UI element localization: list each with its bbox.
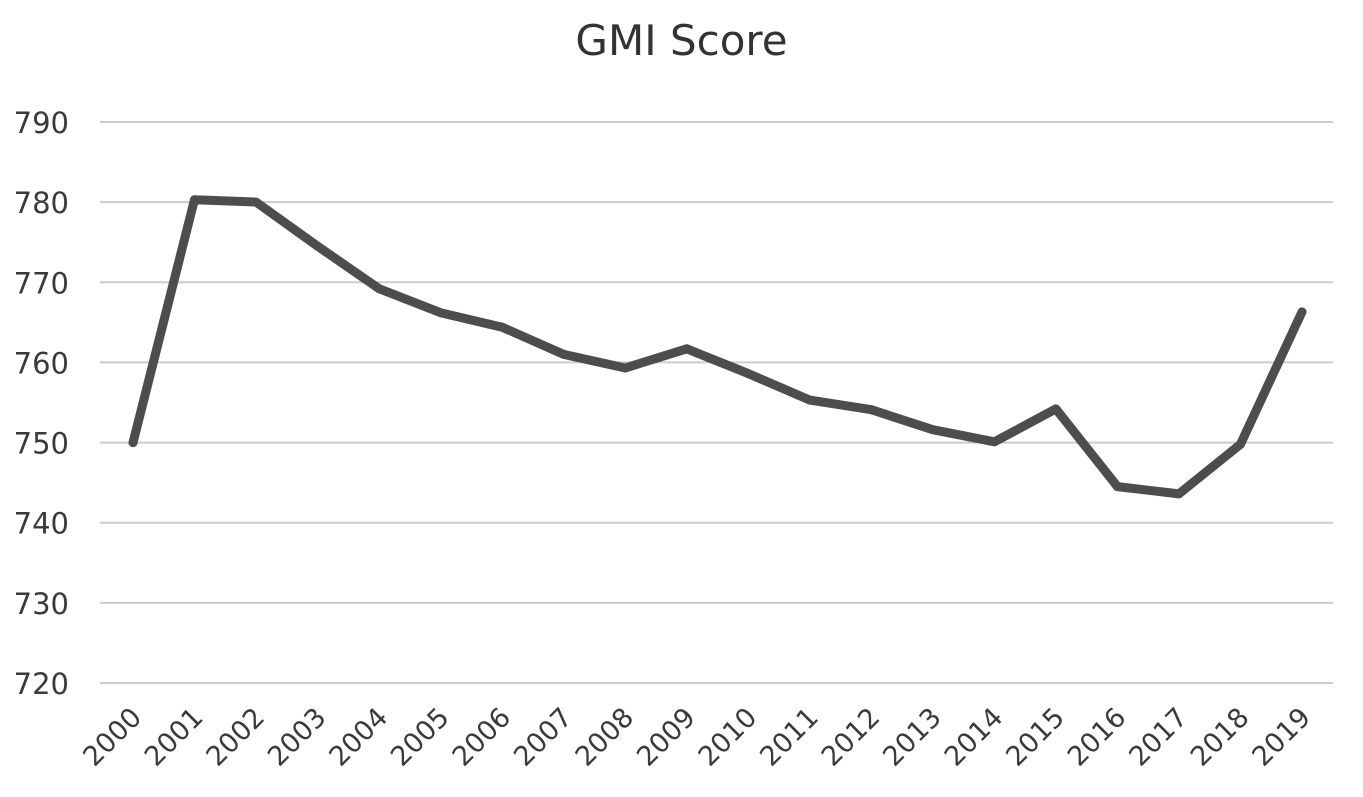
gridlines	[100, 121, 1333, 684]
x-tick-label: 2006	[447, 702, 518, 773]
y-tick-label: 760	[14, 346, 69, 380]
data-point	[128, 438, 138, 448]
x-tick-label: 2013	[877, 702, 948, 773]
data-point	[251, 197, 261, 207]
x-tick-label: 2007	[508, 702, 579, 773]
y-tick-label: 750	[14, 427, 69, 461]
data-point	[620, 363, 630, 373]
x-tick-label: 2012	[816, 702, 887, 773]
x-tick-label: 2010	[693, 702, 764, 773]
x-tick-label: 2018	[1185, 702, 1256, 773]
data-point	[928, 425, 938, 435]
chart-title: GMI Score	[575, 16, 788, 65]
data-point	[374, 284, 384, 294]
data-point	[1297, 307, 1307, 317]
y-tick-label: 790	[14, 106, 69, 140]
data-point	[190, 195, 200, 205]
x-tick-label: 2004	[324, 702, 395, 773]
x-axis-tick-labels: 2000200120022003200420052006200720082009…	[77, 702, 1317, 773]
data-point	[1235, 439, 1245, 449]
y-tick-label: 730	[14, 587, 69, 621]
y-tick-label: 770	[14, 266, 69, 300]
data-point	[1112, 482, 1122, 492]
data-point	[497, 322, 507, 332]
y-tick-label: 720	[14, 667, 69, 701]
data-point	[436, 308, 446, 318]
series-layer	[128, 195, 1307, 499]
x-tick-label: 2019	[1246, 702, 1317, 773]
data-point	[1051, 404, 1061, 414]
y-axis-tick-labels: 720 730 740 750 760 770 780 790	[14, 106, 69, 701]
x-tick-label: 2002	[200, 702, 271, 773]
x-tick-label: 2003	[262, 702, 333, 773]
y-tick-label: 780	[14, 186, 69, 220]
series-line	[128, 195, 1307, 499]
data-point	[313, 241, 323, 251]
x-tick-label: 2005	[385, 702, 456, 773]
data-point	[989, 437, 999, 447]
x-tick-label: 2014	[939, 702, 1010, 773]
y-tick-label: 740	[14, 507, 69, 541]
x-tick-label: 2011	[754, 702, 825, 773]
x-tick-label: 2001	[139, 702, 210, 773]
data-point	[866, 405, 876, 415]
data-point	[1174, 489, 1184, 499]
x-tick-label: 2015	[1000, 702, 1071, 773]
data-point	[682, 344, 692, 354]
x-tick-label: 2009	[631, 702, 702, 773]
data-point	[743, 369, 753, 379]
x-tick-label: 2008	[570, 702, 641, 773]
x-tick-label: 2016	[1062, 702, 1133, 773]
data-point	[559, 349, 569, 359]
x-tick-label: 2000	[77, 702, 148, 773]
x-tick-label: 2017	[1123, 702, 1194, 773]
data-point	[805, 395, 815, 405]
